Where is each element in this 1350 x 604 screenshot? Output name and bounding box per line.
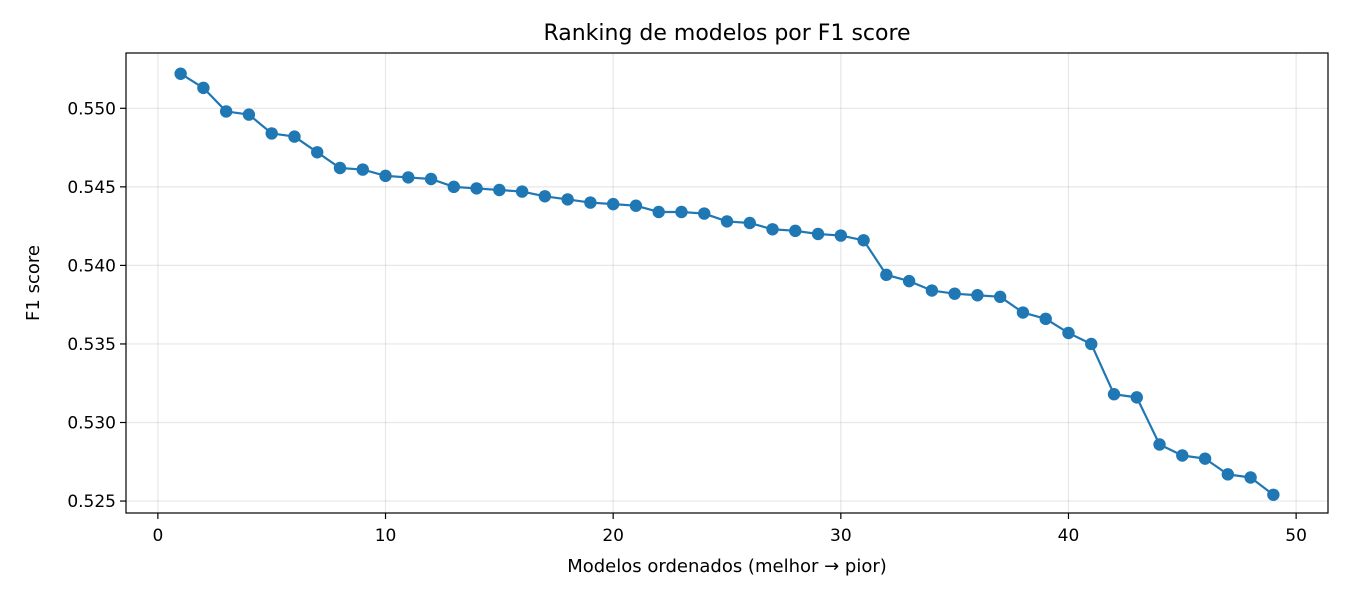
- data-point: [1176, 449, 1189, 462]
- data-point: [242, 108, 256, 121]
- y-tick-label: 0.530: [67, 414, 116, 434]
- data-point: [834, 229, 848, 242]
- y-tick-label: 0.545: [67, 178, 116, 198]
- data-point: [652, 205, 665, 219]
- data-point: [1062, 326, 1075, 340]
- data-point: [1198, 452, 1212, 465]
- x-axis-label: Modelos ordenados (melhor → pior): [567, 556, 887, 577]
- x-tick-label: 0: [152, 526, 163, 546]
- data-point: [925, 284, 939, 297]
- data-point: [561, 193, 574, 206]
- data-point: [447, 180, 461, 194]
- data-point: [1153, 438, 1166, 451]
- x-tick-label: 20: [602, 526, 624, 546]
- chart-title: Ranking de modelos por F1 score: [543, 21, 910, 46]
- data-point: [1221, 468, 1235, 481]
- data-point: [197, 81, 210, 95]
- data-point: [584, 196, 597, 209]
- data-point: [789, 224, 802, 238]
- data-point: [766, 223, 779, 236]
- data-point: [1016, 306, 1030, 319]
- data-point: [1039, 312, 1052, 326]
- data-point: [333, 161, 347, 175]
- plot-frame: [125, 52, 1329, 514]
- data-point: [402, 171, 415, 184]
- data-point: [880, 268, 893, 282]
- data-point: [629, 199, 643, 212]
- data-point: [219, 105, 233, 118]
- data-point: [1244, 471, 1257, 484]
- x-tick-label: 40: [1058, 526, 1080, 546]
- data-point: [424, 172, 438, 186]
- data-point: [356, 163, 369, 176]
- data-point: [1130, 391, 1143, 404]
- data-point: [1267, 488, 1280, 501]
- data-point: [902, 274, 916, 288]
- data-point: [538, 190, 552, 203]
- data-point: [470, 182, 483, 195]
- y-tick-label: 0.550: [67, 99, 116, 119]
- data-point: [493, 183, 506, 197]
- series-points-layer: [174, 67, 1280, 501]
- y-axis-ticks: 0.525 0.530 0.535 0.540 0.545 0.550: [67, 99, 126, 512]
- data-point: [606, 197, 620, 211]
- x-axis-ticks: 0 10 20 30 40 50: [152, 513, 1307, 546]
- data-point: [857, 234, 870, 247]
- y-tick-label: 0.540: [67, 256, 116, 276]
- data-point: [515, 185, 529, 198]
- grid: [126, 53, 1328, 513]
- data-point: [288, 130, 301, 143]
- x-tick-label: 50: [1285, 526, 1307, 546]
- data-point: [675, 205, 688, 219]
- data-point: [311, 146, 324, 159]
- data-point: [811, 227, 825, 241]
- data-point: [174, 67, 187, 80]
- data-point: [698, 207, 711, 220]
- x-tick-label: 10: [375, 526, 397, 546]
- data-point: [743, 216, 756, 230]
- y-tick-label: 0.525: [67, 492, 116, 512]
- data-point: [1107, 388, 1121, 401]
- data-point: [993, 290, 1007, 304]
- data-point: [379, 169, 392, 183]
- y-tick-label: 0.535: [67, 335, 116, 355]
- data-point: [720, 215, 734, 228]
- data-point: [265, 127, 278, 140]
- data-point: [1085, 337, 1098, 351]
- data-point: [948, 287, 961, 300]
- y-axis-label: F1 score: [23, 245, 44, 321]
- data-point: [971, 289, 984, 302]
- x-tick-label: 30: [830, 526, 852, 546]
